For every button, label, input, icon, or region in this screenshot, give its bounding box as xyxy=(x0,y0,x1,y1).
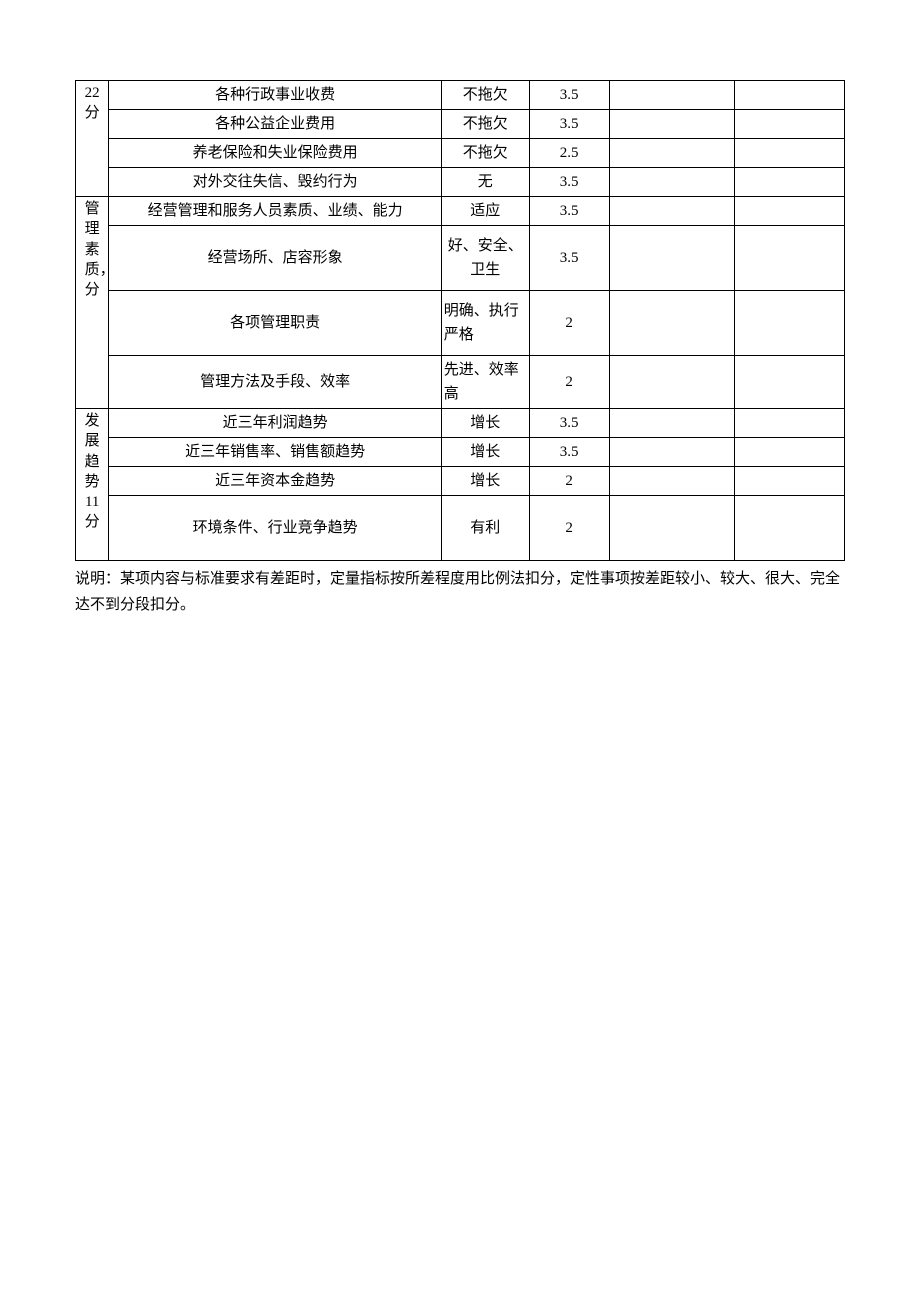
blank-cell xyxy=(609,438,734,467)
blank-cell xyxy=(609,409,734,438)
standard-cell: 明确、执行严格 xyxy=(441,291,529,356)
table-row: 22分各种行政事业收费不拖欠3.5 xyxy=(76,81,845,110)
assessment-table: 22分各种行政事业收费不拖欠3.5各种公益企业费用不拖欠3.5养老保险和失业保险… xyxy=(75,80,845,561)
table-row: 管理方法及手段、效率先进、效率高2 xyxy=(76,356,845,409)
standard-cell: 增长 xyxy=(441,409,529,438)
standard-cell: 不拖欠 xyxy=(441,110,529,139)
score-cell: 3.5 xyxy=(529,110,609,139)
item-cell: 经营场所、店容形象 xyxy=(109,226,441,291)
blank-cell xyxy=(609,197,734,226)
score-cell: 2 xyxy=(529,291,609,356)
table-row: 经营场所、店容形象好、安全、卫生3.5 xyxy=(76,226,845,291)
blank-cell xyxy=(609,139,734,168)
standard-cell: 增长 xyxy=(441,438,529,467)
item-cell: 管理方法及手段、效率 xyxy=(109,356,441,409)
item-cell: 经营管理和服务人员素质、业绩、能力 xyxy=(109,197,441,226)
item-cell: 各种行政事业收费 xyxy=(109,81,441,110)
note-text: 说明：某项内容与标准要求有差距时，定量指标按所差程度用比例法扣分，定性事项按差距… xyxy=(75,567,845,618)
blank-cell xyxy=(734,197,844,226)
blank-cell xyxy=(609,168,734,197)
blank-cell xyxy=(734,110,844,139)
blank-cell xyxy=(734,467,844,496)
blank-cell xyxy=(609,496,734,561)
score-cell: 2 xyxy=(529,356,609,409)
score-cell: 3.5 xyxy=(529,168,609,197)
blank-cell xyxy=(734,81,844,110)
score-cell: 3.5 xyxy=(529,438,609,467)
standard-cell: 无 xyxy=(441,168,529,197)
score-cell: 3.5 xyxy=(529,226,609,291)
standard-cell: 不拖欠 xyxy=(441,139,529,168)
score-cell: 3.5 xyxy=(529,409,609,438)
blank-cell xyxy=(609,226,734,291)
score-cell: 2 xyxy=(529,496,609,561)
item-cell: 近三年资本金趋势 xyxy=(109,467,441,496)
table-row: 近三年销售率、销售额趋势增长3.5 xyxy=(76,438,845,467)
table-row: 发展趋势11分近三年利润趋势增长3.5 xyxy=(76,409,845,438)
category-cell: 管理素质，分 xyxy=(76,197,109,409)
blank-cell xyxy=(609,467,734,496)
standard-cell: 先进、效率高 xyxy=(441,356,529,409)
item-cell: 近三年利润趋势 xyxy=(109,409,441,438)
table-row: 管理素质，分经营管理和服务人员素质、业绩、能力适应3.5 xyxy=(76,197,845,226)
table-row: 对外交往失信、毁约行为无3.5 xyxy=(76,168,845,197)
item-cell: 养老保险和失业保险费用 xyxy=(109,139,441,168)
score-cell: 3.5 xyxy=(529,197,609,226)
blank-cell xyxy=(734,409,844,438)
item-cell: 各项管理职责 xyxy=(109,291,441,356)
blank-cell xyxy=(609,356,734,409)
table-row: 养老保险和失业保险费用不拖欠2.5 xyxy=(76,139,845,168)
standard-cell: 适应 xyxy=(441,197,529,226)
standard-cell: 有利 xyxy=(441,496,529,561)
blank-cell xyxy=(609,291,734,356)
item-cell: 环境条件、行业竞争趋势 xyxy=(109,496,441,561)
blank-cell xyxy=(609,81,734,110)
blank-cell xyxy=(734,226,844,291)
blank-cell xyxy=(734,139,844,168)
category-cell: 发展趋势11分 xyxy=(76,409,109,561)
category-cell: 22分 xyxy=(76,81,109,197)
standard-cell: 增长 xyxy=(441,467,529,496)
blank-cell xyxy=(609,110,734,139)
blank-cell xyxy=(734,356,844,409)
item-cell: 近三年销售率、销售额趋势 xyxy=(109,438,441,467)
score-cell: 2.5 xyxy=(529,139,609,168)
blank-cell xyxy=(734,168,844,197)
table-row: 环境条件、行业竞争趋势有利2 xyxy=(76,496,845,561)
table-row: 各种公益企业费用不拖欠3.5 xyxy=(76,110,845,139)
blank-cell xyxy=(734,496,844,561)
standard-cell: 好、安全、卫生 xyxy=(441,226,529,291)
item-cell: 各种公益企业费用 xyxy=(109,110,441,139)
blank-cell xyxy=(734,438,844,467)
standard-cell: 不拖欠 xyxy=(441,81,529,110)
item-cell: 对外交往失信、毁约行为 xyxy=(109,168,441,197)
table-row: 近三年资本金趋势增长2 xyxy=(76,467,845,496)
blank-cell xyxy=(734,291,844,356)
table-row: 各项管理职责明确、执行严格2 xyxy=(76,291,845,356)
score-cell: 3.5 xyxy=(529,81,609,110)
score-cell: 2 xyxy=(529,467,609,496)
